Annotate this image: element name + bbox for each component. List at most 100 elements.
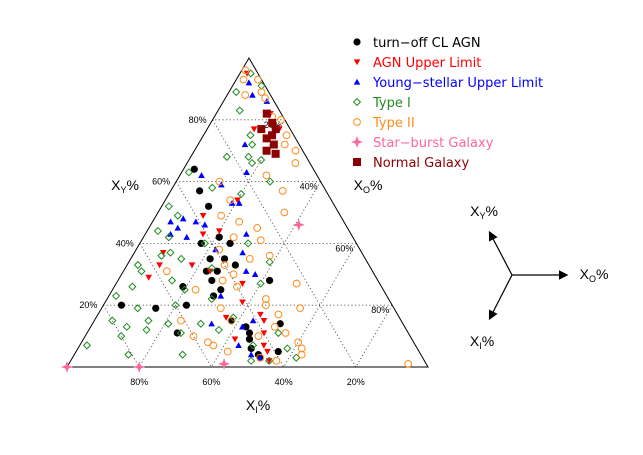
data-point (232, 87, 241, 97)
data-points (61, 66, 413, 373)
data-point (111, 291, 121, 301)
data-point (162, 267, 171, 276)
data-point (260, 342, 268, 349)
data-point (261, 94, 269, 103)
legend-marker (353, 38, 361, 46)
data-point (277, 115, 286, 124)
data-point (167, 230, 174, 237)
grid-line-o (283, 243, 357, 368)
legend-label: Young−stellar Upper Limit (372, 76, 543, 91)
data-point (261, 295, 270, 303)
legend-label: Type I (372, 96, 411, 111)
tick-label-o: 60% (335, 243, 353, 253)
axis-title-y: XY% (111, 177, 139, 195)
data-point (229, 270, 238, 279)
data-point (292, 279, 301, 288)
data-point (241, 91, 250, 99)
data-point (280, 208, 289, 217)
data-point (269, 140, 278, 149)
data-point (247, 356, 256, 365)
data-point (198, 172, 205, 179)
data-point (145, 274, 152, 281)
data-point (164, 319, 173, 328)
data-point (233, 282, 241, 291)
data-point (217, 286, 225, 294)
grid-line-i (103, 304, 140, 368)
key-label-o: XO% (580, 266, 609, 284)
data-point (199, 212, 207, 219)
tick-label-i: 40% (275, 377, 293, 387)
data-point (243, 230, 250, 237)
data-point (243, 169, 250, 175)
data-point (239, 299, 246, 306)
grid-line-o (211, 181, 321, 368)
data-point (217, 211, 226, 220)
data-point (222, 152, 231, 161)
legend-marker (353, 78, 361, 85)
data-point (144, 316, 153, 325)
data-point (281, 329, 290, 337)
data-point (159, 250, 167, 256)
data-point (215, 177, 224, 186)
legend-marker (353, 158, 361, 166)
data-point (272, 356, 281, 365)
data-point (171, 301, 180, 310)
data-point (256, 236, 265, 245)
data-point (245, 254, 254, 263)
data-point (245, 329, 254, 337)
data-point (243, 239, 253, 248)
series-1 (145, 70, 283, 365)
data-point (184, 168, 193, 177)
data-point (200, 239, 209, 248)
data-point (166, 248, 175, 257)
tick-label-o: 80% (371, 305, 389, 315)
data-point (246, 131, 255, 140)
data-point (153, 226, 163, 236)
data-point (238, 323, 246, 330)
data-point (256, 354, 264, 361)
key-label-i: XI% (470, 333, 494, 351)
data-point (226, 239, 234, 247)
tick-label-o: 40% (300, 182, 318, 192)
data-point (235, 199, 243, 206)
data-point (262, 171, 271, 180)
data-point (239, 249, 246, 256)
data-point (239, 75, 248, 84)
data-point (156, 262, 163, 269)
series-6 (257, 109, 280, 158)
data-point (124, 350, 133, 359)
data-point (226, 196, 235, 205)
data-point (264, 348, 271, 355)
data-point (257, 88, 266, 96)
data-point (128, 282, 137, 291)
tick-label-i: 80% (130, 377, 148, 387)
data-point (133, 361, 146, 373)
data-point (188, 262, 196, 269)
direction-key: XY% XO% XI% (470, 203, 609, 351)
data-point (229, 313, 238, 322)
data-point (265, 356, 274, 365)
data-point (247, 158, 257, 168)
data-point (199, 231, 207, 238)
tick-label-y: 40% (116, 238, 134, 248)
data-point (245, 79, 253, 86)
data-point (282, 131, 291, 140)
axis-titles: XY% XO% XI% (111, 177, 382, 415)
data-point (220, 255, 229, 263)
data-point (196, 187, 204, 195)
data-point (249, 317, 257, 324)
data-point (182, 301, 191, 309)
series-5 (61, 218, 305, 373)
series-0 (117, 165, 284, 362)
data-point (207, 264, 216, 273)
data-point (133, 260, 142, 270)
legend-label: AGN Upper Limit (373, 56, 481, 71)
data-point (274, 310, 283, 319)
data-point (268, 131, 277, 140)
data-point (280, 140, 289, 149)
data-point (253, 224, 262, 232)
data-point (152, 304, 160, 312)
data-point (271, 149, 280, 158)
data-point (223, 347, 232, 356)
legend-label: Normal Galaxy (373, 156, 469, 171)
